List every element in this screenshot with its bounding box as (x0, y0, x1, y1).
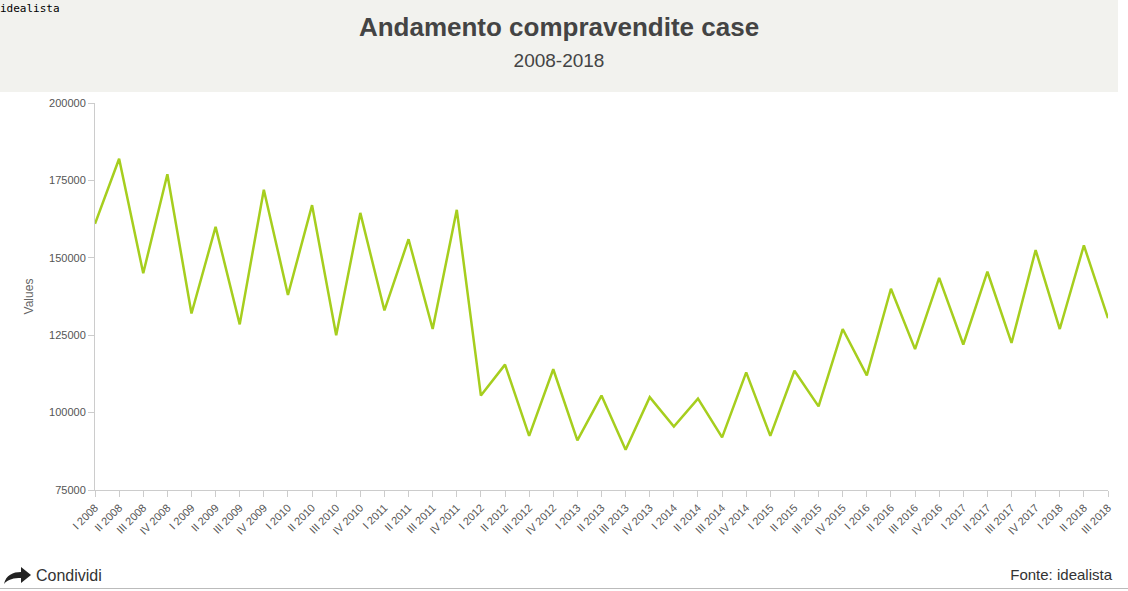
svg-text:IV 2012: IV 2012 (523, 502, 558, 537)
svg-text:100000: 100000 (49, 406, 86, 418)
svg-text:I 2008: I 2008 (70, 502, 100, 532)
svg-text:III 2008: III 2008 (114, 502, 148, 536)
svg-text:I 2018: I 2018 (1035, 502, 1065, 532)
svg-text:II 2009: II 2009 (189, 502, 221, 534)
svg-text:200000: 200000 (49, 97, 86, 109)
html-text:idealista: idealista (0, 2, 60, 15)
svg-text:III 2016: III 2016 (886, 502, 920, 536)
html-text:Condividi: Condividi (36, 567, 102, 584)
svg-text:II 2017: II 2017 (960, 502, 992, 534)
svg-text:I 2011: I 2011 (360, 502, 390, 532)
svg-text:IV 2008: IV 2008 (137, 502, 172, 537)
svg-text:III 2014: III 2014 (693, 502, 727, 536)
svg-text:I 2010: I 2010 (263, 502, 293, 532)
svg-text:II 2012: II 2012 (478, 502, 510, 534)
svg-text:175000: 175000 (49, 174, 86, 186)
svg-text:I 2014: I 2014 (649, 502, 679, 532)
svg-text:III 2013: III 2013 (596, 502, 630, 536)
svg-text:75000: 75000 (55, 484, 86, 496)
svg-text:II 2010: II 2010 (285, 502, 317, 534)
svg-text:II 2018: II 2018 (1057, 502, 1089, 534)
svg-text:III 2018: III 2018 (1079, 502, 1113, 536)
svg-text:III 2012: III 2012 (500, 502, 534, 536)
svg-text:IV 2013: IV 2013 (620, 502, 655, 537)
svg-text:III 2011: III 2011 (404, 502, 438, 536)
svg-text:I 2017: I 2017 (938, 502, 968, 532)
html-text:Andamento compravendite case: Andamento compravendite case (358, 12, 760, 42)
svg-text:Values: Values (22, 279, 36, 315)
svg-text:I 2015: I 2015 (746, 502, 776, 532)
svg-text:III 2017: III 2017 (982, 502, 1016, 536)
svg-text:IV 2011: IV 2011 (427, 502, 462, 537)
svg-text:IV 2015: IV 2015 (813, 502, 848, 537)
svg-text:II 2008: II 2008 (92, 502, 124, 534)
svg-text:IV 2009: IV 2009 (234, 502, 269, 537)
svg-text:II 2014: II 2014 (671, 502, 703, 534)
svg-text:III 2010: III 2010 (307, 502, 341, 536)
svg-text:I 2013: I 2013 (553, 502, 583, 532)
svg-text:IV 2010: IV 2010 (330, 502, 365, 537)
svg-text:IV 2014: IV 2014 (716, 502, 751, 537)
html-text:Fonte: idealista: Fonte: idealista (1010, 566, 1112, 583)
svg-text:II 2015: II 2015 (767, 502, 799, 534)
svg-text:IV 2017: IV 2017 (1006, 502, 1041, 537)
svg-text:II 2016: II 2016 (864, 502, 896, 534)
svg-text:II 2013: II 2013 (575, 502, 607, 534)
svg-text:I 2012: I 2012 (456, 502, 486, 532)
svg-text:I 2009: I 2009 (167, 502, 197, 532)
svg-text:III 2015: III 2015 (789, 502, 823, 536)
svg-text:II 2011: II 2011 (382, 502, 414, 534)
svg-text:125000: 125000 (49, 329, 86, 341)
html-text:2008-2018: 2008-2018 (513, 50, 605, 71)
svg-text:IV 2016: IV 2016 (909, 502, 944, 537)
svg-text:I 2016: I 2016 (842, 502, 872, 532)
svg-text:150000: 150000 (49, 252, 86, 264)
svg-text:III 2009: III 2009 (211, 502, 245, 536)
